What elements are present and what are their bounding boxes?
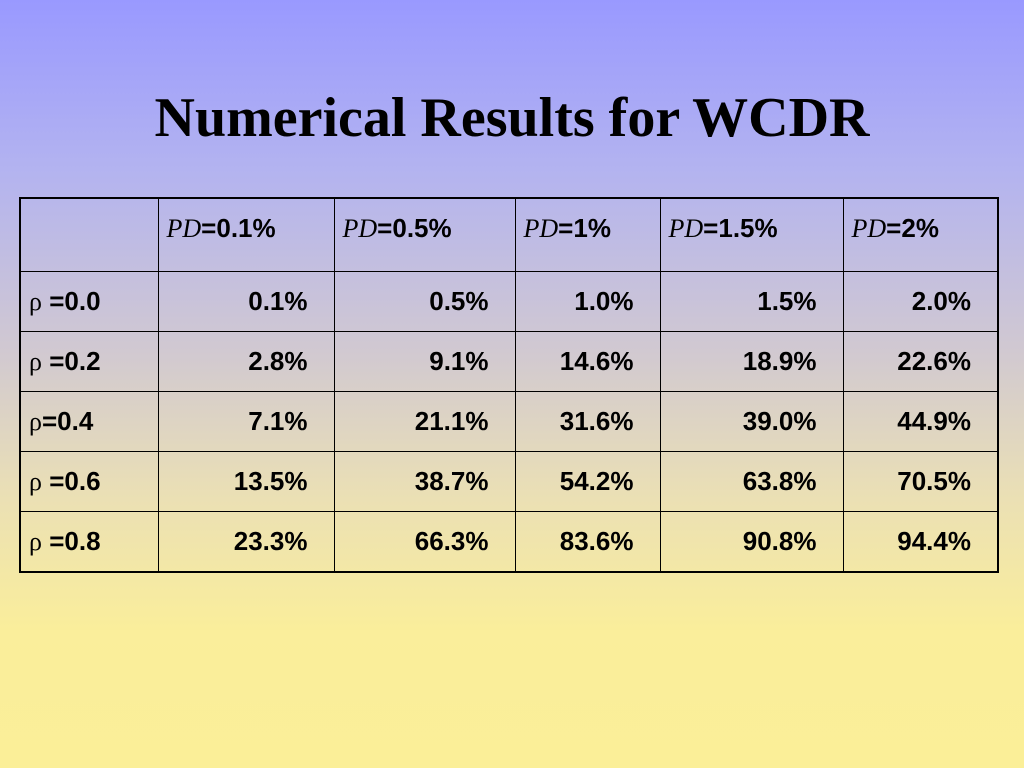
- pd-variable: PD: [523, 214, 559, 243]
- row-label: ρ =0.8: [19, 510, 159, 572]
- results-table: PD=0.1% PD=0.5% PD=1% PD=1.5% PD=2% ρ =0…: [19, 197, 999, 573]
- rho-symbol: ρ: [29, 286, 42, 316]
- rho-value: =0.8: [41, 525, 101, 556]
- table-cell: 31.6%: [514, 390, 661, 452]
- table-cell: 0.5%: [333, 270, 516, 332]
- table-row: ρ =0.0 0.1% 0.5% 1.0% 1.5% 2.0%: [19, 270, 999, 332]
- column-header: PD=2%: [842, 197, 999, 272]
- table-cell: 18.9%: [659, 330, 844, 392]
- table-cell: 83.6%: [514, 510, 661, 572]
- table-cell: 14.6%: [514, 330, 661, 392]
- rho-value: =0.4: [41, 405, 94, 436]
- pd-value: =1%: [558, 213, 611, 243]
- rho-symbol: ρ: [29, 466, 42, 496]
- row-label: ρ =0.0: [19, 270, 159, 332]
- table-cell: 94.4%: [842, 510, 999, 572]
- column-header: PD=0.5%: [333, 197, 516, 272]
- row-label: ρ=0.4: [19, 390, 159, 452]
- column-header: PD=1.5%: [659, 197, 844, 272]
- table-cell: 21.1%: [333, 390, 516, 452]
- table-cell: 70.5%: [842, 450, 999, 512]
- pd-variable: PD: [342, 214, 378, 243]
- pd-variable: PD: [851, 214, 887, 243]
- pd-value: =1.5%: [703, 213, 778, 243]
- column-header: PD=0.1%: [157, 197, 335, 272]
- rho-value: =0.6: [41, 465, 101, 496]
- pd-value: =0.5%: [377, 213, 452, 243]
- rho-symbol: ρ: [29, 406, 42, 436]
- table-cell: 9.1%: [333, 330, 516, 392]
- table-cell: 1.0%: [514, 270, 661, 332]
- table-cell: 2.8%: [157, 330, 335, 392]
- table-cell: 54.2%: [514, 450, 661, 512]
- table-cell: 66.3%: [333, 510, 516, 572]
- pd-value: =0.1%: [201, 213, 276, 243]
- rho-symbol: ρ: [29, 526, 42, 556]
- pd-variable: PD: [668, 214, 704, 243]
- table-cell: 1.5%: [659, 270, 844, 332]
- table-cell: 2.0%: [842, 270, 999, 332]
- column-header: PD=1%: [514, 197, 661, 272]
- table-row: ρ =0.2 2.8% 9.1% 14.6% 18.9% 22.6%: [19, 330, 999, 392]
- pd-value: =2%: [886, 213, 939, 243]
- corner-cell: [19, 197, 159, 272]
- table-cell: 44.9%: [842, 390, 999, 452]
- table-cell: 39.0%: [659, 390, 844, 452]
- table-cell: 22.6%: [842, 330, 999, 392]
- rho-value: =0.2: [41, 345, 101, 376]
- table-cell: 0.1%: [157, 270, 335, 332]
- table-cell: 63.8%: [659, 450, 844, 512]
- table-row: ρ=0.4 7.1% 21.1% 31.6% 39.0% 44.9%: [19, 390, 999, 452]
- header-row: PD=0.1% PD=0.5% PD=1% PD=1.5% PD=2%: [19, 197, 999, 272]
- table-cell: 13.5%: [157, 450, 335, 512]
- rho-value: =0.0: [41, 285, 101, 316]
- rho-symbol: ρ: [29, 346, 42, 376]
- table-cell: 7.1%: [157, 390, 335, 452]
- table-cell: 90.8%: [659, 510, 844, 572]
- table-row: ρ =0.8 23.3% 66.3% 83.6% 90.8% 94.4%: [19, 510, 999, 572]
- table-row: ρ =0.6 13.5% 38.7% 54.2% 63.8% 70.5%: [19, 450, 999, 512]
- row-label: ρ =0.6: [19, 450, 159, 512]
- row-label: ρ =0.2: [19, 330, 159, 392]
- pd-variable: PD: [166, 214, 202, 243]
- table-cell: 38.7%: [333, 450, 516, 512]
- slide-title: Numerical Results for WCDR: [154, 87, 870, 149]
- table-cell: 23.3%: [157, 510, 335, 572]
